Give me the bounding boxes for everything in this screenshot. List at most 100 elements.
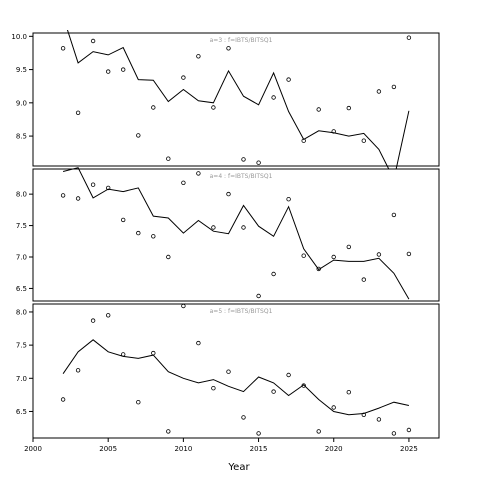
observation-point	[376, 417, 382, 422]
observation-point	[90, 38, 96, 44]
observation-point	[286, 372, 291, 378]
panel-series	[60, 167, 412, 300]
panel-title: a=3 : f=IBTS/BITSQ1	[210, 37, 273, 44]
panel-series	[60, 30, 412, 169]
observation-point	[331, 129, 336, 134]
y-tick-label: 7.5	[16, 222, 27, 230]
observation-point	[151, 350, 156, 356]
y-tick-label: 9.0	[16, 99, 27, 107]
observation-point	[256, 431, 261, 436]
observation-point	[211, 105, 216, 110]
panel-3: a=5 : f=IBTS/BITSQ1 6.5 7.0 7.5 8.0	[16, 303, 440, 439]
observation-point	[136, 400, 141, 405]
observation-point	[105, 185, 111, 191]
panel-series	[60, 303, 412, 436]
observation-point	[346, 105, 351, 111]
observation-point	[90, 182, 96, 187]
fitted-line	[62, 167, 410, 300]
observation-point	[376, 89, 382, 94]
observation-point	[196, 54, 201, 59]
observation-point	[166, 156, 171, 161]
observation-point	[75, 110, 81, 115]
observation-point	[346, 390, 351, 395]
observation-point	[361, 138, 366, 143]
observation-point	[241, 157, 246, 162]
x-axis-title: Year	[227, 462, 250, 473]
observation-point	[60, 46, 66, 51]
x-tick-label: 2015	[250, 445, 268, 453]
observation-point	[166, 254, 171, 260]
observation-point	[136, 230, 141, 236]
panel-2: a=4 : f=IBTS/BITSQ1 6.5 7.0 7.5 8.0	[16, 167, 440, 302]
y-tick-label: 9.5	[16, 66, 27, 74]
observation-point	[301, 138, 306, 143]
observation-point	[181, 75, 186, 80]
observation-point	[120, 217, 126, 223]
observation-point	[90, 318, 96, 323]
observation-point	[226, 191, 231, 197]
observation-point	[331, 254, 336, 260]
y-tick-label: 8.0	[16, 191, 27, 199]
observation-point	[120, 67, 126, 72]
observation-point	[406, 251, 412, 257]
observation-point	[271, 95, 276, 100]
y-tick-label: 7.5	[16, 342, 27, 350]
observation-point	[181, 180, 186, 185]
observation-point	[361, 412, 366, 417]
observation-point	[391, 84, 397, 90]
observation-point	[105, 69, 111, 74]
observation-point	[226, 369, 231, 374]
x-axis: 2000 2005 2010 2015 2020 2025	[24, 438, 418, 453]
observation-point	[75, 196, 81, 201]
panel-title: a=5 : f=IBTS/BITSQ1	[210, 308, 273, 315]
y-tick-label: 6.5	[16, 408, 27, 416]
observation-point	[301, 383, 306, 388]
observation-point	[151, 105, 156, 110]
observation-point	[391, 212, 397, 218]
observation-point	[361, 277, 366, 282]
observation-point	[151, 234, 156, 239]
observation-point	[75, 368, 81, 373]
observation-point	[286, 196, 291, 202]
observation-point	[301, 253, 306, 258]
y-tick-label: 10.0	[11, 33, 27, 41]
x-tick-label: 2010	[174, 445, 192, 453]
observation-point	[256, 293, 261, 299]
fitted-line	[66, 30, 410, 169]
observation-point	[196, 171, 201, 176]
observation-point	[136, 133, 141, 138]
observation-point	[211, 225, 216, 230]
panel-frame	[32, 303, 440, 439]
observation-point	[60, 397, 66, 402]
y-tick-label: 7.0	[16, 375, 27, 383]
observation-point	[166, 429, 171, 434]
observation-point	[105, 313, 111, 318]
x-tick-label: 2005	[99, 445, 117, 453]
panels: a=3 : f=IBTS/BITSQ1 8.5 9.0 9.5 10.0 a=4 : f=…	[11, 30, 440, 439]
y-tick-label: 6.5	[16, 285, 27, 293]
y-tick-label: 8.0	[16, 308, 27, 316]
x-tick-label: 2000	[24, 445, 42, 453]
observation-point	[316, 266, 321, 272]
observation-point	[346, 244, 351, 250]
y-tick-label: 7.0	[16, 254, 27, 262]
observation-point	[406, 427, 412, 433]
panel-1: a=3 : f=IBTS/BITSQ1 8.5 9.0 9.5 10.0	[11, 30, 440, 169]
observation-point	[376, 252, 382, 257]
observation-point	[226, 46, 231, 51]
observation-point	[271, 271, 276, 277]
observation-point	[316, 429, 321, 434]
observation-point	[241, 225, 246, 230]
observation-point	[271, 389, 276, 394]
observation-point	[331, 405, 336, 410]
observation-point	[211, 386, 216, 391]
fitted-line	[62, 339, 410, 416]
observation-point	[406, 35, 412, 40]
y-tick-label: 8.5	[16, 133, 27, 141]
observation-point	[316, 107, 321, 112]
observation-point	[181, 303, 186, 309]
observation-point	[196, 340, 201, 346]
panel-frame	[32, 32, 440, 167]
observation-point	[60, 193, 66, 198]
